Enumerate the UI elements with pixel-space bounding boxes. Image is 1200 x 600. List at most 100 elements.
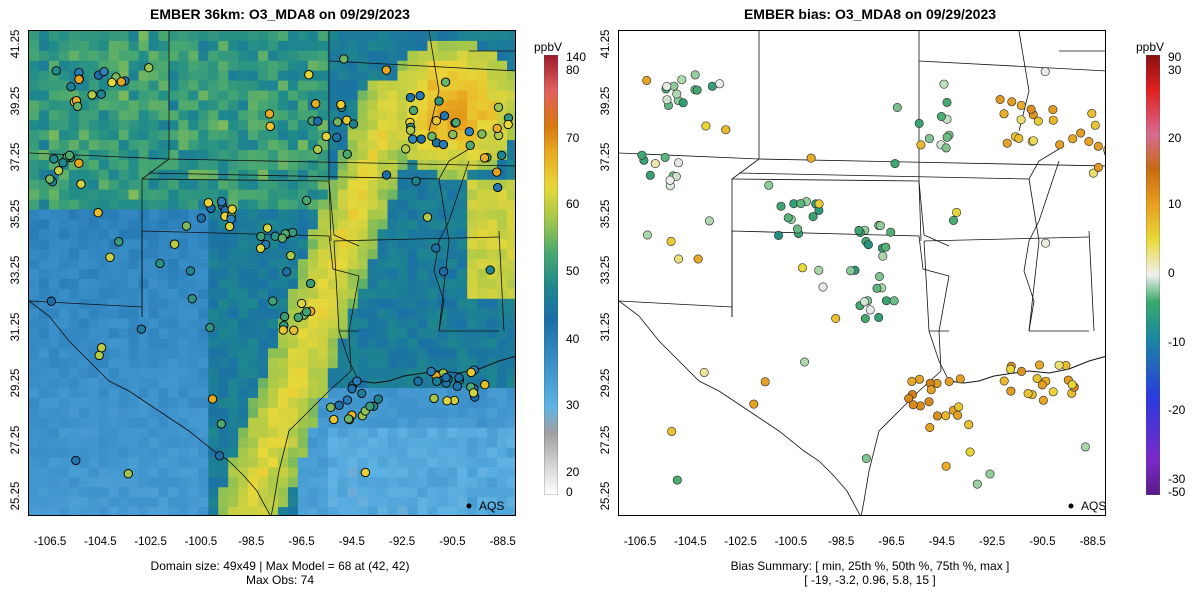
bias-station-marker xyxy=(941,411,951,421)
y-tick-label: 31.25 xyxy=(10,312,22,341)
y-tick-label: 27.25 xyxy=(600,425,612,454)
bias-station-marker xyxy=(1103,146,1105,154)
colorbar-tick-label: -30 xyxy=(1168,472,1186,486)
aqs-station-marker xyxy=(373,394,383,404)
aqs-station-marker xyxy=(301,195,312,206)
bias-station-marker xyxy=(881,296,891,306)
bias-station-marker xyxy=(1016,115,1026,125)
bias-station-marker xyxy=(965,447,975,457)
bias-station-marker xyxy=(776,201,786,211)
bias-station-marker xyxy=(800,357,810,367)
x-tick-label: -106.5 xyxy=(33,536,67,548)
aqs-station-marker xyxy=(93,208,103,218)
aqs-station-marker xyxy=(281,267,292,277)
aqs-station-marker xyxy=(196,213,206,223)
aqs-station-marker xyxy=(434,96,444,106)
aqs-station-marker xyxy=(347,384,357,394)
bias-station-marker xyxy=(1048,105,1058,115)
aqs-station-marker xyxy=(87,90,97,100)
x-tick-label: -94.5 xyxy=(928,536,955,548)
aqs-station-marker xyxy=(58,158,68,168)
bias-station-marker xyxy=(942,97,952,107)
aqs-station-marker xyxy=(76,179,86,189)
bias-station-marker xyxy=(1087,109,1097,119)
aqs-station-marker xyxy=(422,212,433,222)
y-tick-label: 33.25 xyxy=(600,255,612,285)
bias-station-marker xyxy=(1002,138,1012,148)
bias-station-marker xyxy=(944,376,954,386)
bias-station-marker xyxy=(914,374,924,384)
aqs-station-marker xyxy=(342,395,353,405)
aqs-station-marker xyxy=(452,381,462,391)
bias-station-marker xyxy=(814,265,824,275)
bias-station-marker xyxy=(783,213,793,223)
aqs-station-marker xyxy=(313,144,323,155)
y-tick-label: 27.25 xyxy=(10,425,22,454)
y-tick-label: 39.25 xyxy=(10,86,22,115)
y-tick-label: 29.25 xyxy=(600,368,612,398)
y-tick-label: 31.25 xyxy=(600,312,612,341)
colorbar-tick-label: 80 xyxy=(566,63,580,77)
bias-station-marker xyxy=(808,212,818,222)
aqs-station-marker xyxy=(431,116,442,126)
aqs-station-marker xyxy=(503,119,513,130)
x-tick-label: -104.5 xyxy=(83,536,117,548)
aqs-station-marker xyxy=(466,367,476,378)
aqs-station-marker xyxy=(441,372,451,383)
y-tick-label: 37.25 xyxy=(10,142,22,172)
aqs-station-marker xyxy=(329,414,339,425)
aqs-station-marker xyxy=(187,294,197,304)
bias-station-marker xyxy=(854,225,864,235)
aqs-station-marker xyxy=(123,469,133,479)
bias-station-marker xyxy=(690,70,700,80)
bias-station-marker xyxy=(999,376,1009,386)
aqs-station-marker xyxy=(431,243,441,253)
bias-station-marker xyxy=(936,112,946,122)
bias-station-marker xyxy=(642,75,652,85)
right-map-frame: AQS xyxy=(618,30,1106,516)
aqs-station-marker xyxy=(381,170,392,180)
bias-station-marker xyxy=(907,376,917,386)
aqs-station-marker xyxy=(479,153,490,163)
aqs-station-marker xyxy=(415,91,425,101)
aqs-station-marker xyxy=(144,63,154,73)
aqs-station-marker xyxy=(169,239,180,249)
aqs-station-marker xyxy=(493,182,503,193)
aqs-station-marker xyxy=(432,376,442,386)
aqs-station-marker xyxy=(311,99,321,109)
y-tick-label: 37.25 xyxy=(600,142,612,172)
bias-station-marker xyxy=(662,81,672,91)
aqs-station-marker xyxy=(442,396,452,406)
aqs-station-marker xyxy=(304,70,314,80)
x-tick-label: -106.5 xyxy=(623,536,657,548)
colorbar-tick-label: 30 xyxy=(1168,63,1182,77)
aqs-station-marker xyxy=(216,196,227,207)
aqs-station-marker xyxy=(416,134,426,144)
x-tick-label: -88.5 xyxy=(1079,536,1106,548)
aqs-station-marker xyxy=(185,266,196,276)
x-tick-label: -92.5 xyxy=(388,536,416,548)
aqs-station-marker xyxy=(136,324,146,334)
bias-station-marker xyxy=(860,297,870,307)
right-colorbar xyxy=(1146,55,1160,495)
aqs-station-marker xyxy=(94,350,104,361)
bias-station-marker xyxy=(861,453,871,463)
y-tick-label: 29.25 xyxy=(10,368,22,398)
aqs-station-marker xyxy=(342,149,352,159)
aqs-station-marker xyxy=(265,121,275,132)
aqs-station-marker xyxy=(405,125,416,135)
model-grid xyxy=(29,31,515,515)
bias-station-marker xyxy=(1014,133,1024,143)
aqs-station-marker xyxy=(451,117,461,128)
bias-station-marker xyxy=(1034,360,1044,370)
aqs-station-marker xyxy=(278,325,288,335)
aqs-station-marker xyxy=(305,278,316,289)
aqs-station-marker xyxy=(286,250,296,261)
bias-station-marker xyxy=(889,296,899,306)
bias-station-marker xyxy=(749,399,759,409)
aqs-station-marker xyxy=(352,376,362,386)
aqs-station-marker xyxy=(51,66,61,76)
colorbar-tick-label: 20 xyxy=(1168,131,1182,145)
bias-station-marker xyxy=(892,103,902,113)
aqs-station-marker xyxy=(357,388,367,399)
